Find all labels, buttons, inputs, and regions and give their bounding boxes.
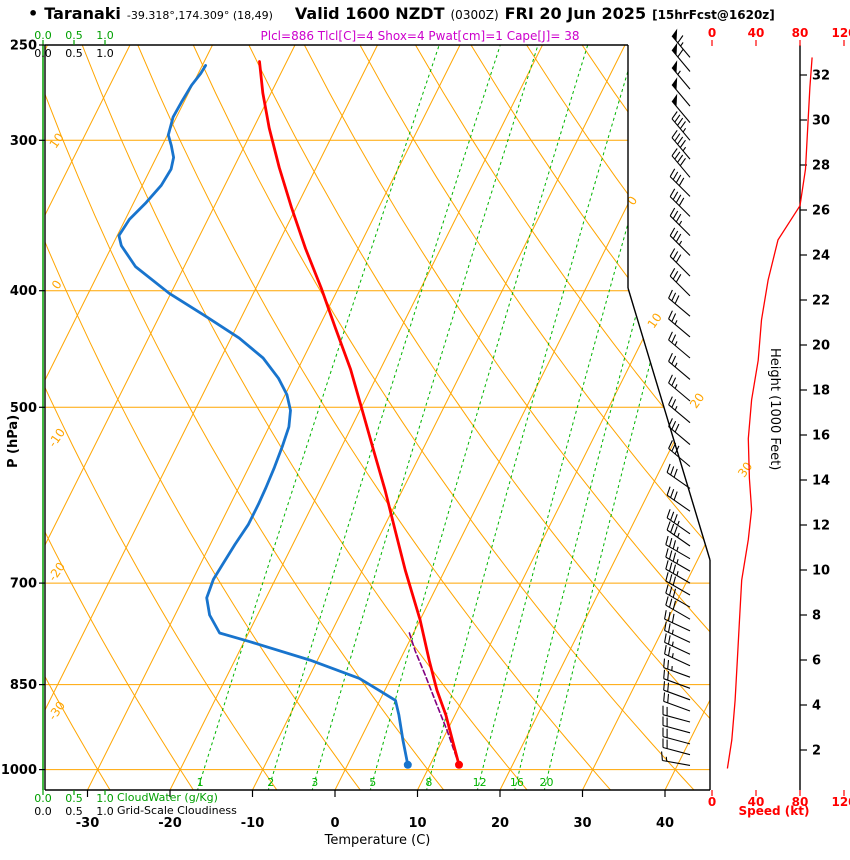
svg-text:12: 12 bbox=[812, 519, 830, 534]
svg-text:1000: 1000 bbox=[1, 763, 37, 778]
svg-text:120: 120 bbox=[831, 795, 850, 809]
svg-text:-10: -10 bbox=[241, 816, 265, 831]
svg-text:0.5: 0.5 bbox=[65, 805, 83, 818]
svg-text:10: 10 bbox=[812, 564, 830, 579]
svg-text:6: 6 bbox=[812, 654, 821, 669]
speed-axis-label: Speed (kt) bbox=[738, 804, 810, 818]
sounding-parameters: Plcl=886 Tlcl[C]=4 Shox=4 Pwat[cm]=1 Cap… bbox=[260, 29, 580, 43]
forecast-tag: [15hrFcst@1620z] bbox=[652, 8, 775, 22]
svg-text:1.0: 1.0 bbox=[96, 47, 114, 60]
temperature-axis: -30 -20 -10 0 10 20 30 40 bbox=[76, 790, 674, 831]
svg-text:2: 2 bbox=[267, 776, 274, 789]
svg-text:0: 0 bbox=[708, 795, 716, 809]
svg-text:-20: -20 bbox=[45, 560, 68, 584]
svg-text:2: 2 bbox=[812, 744, 821, 759]
svg-text:8: 8 bbox=[812, 609, 821, 624]
svg-text:1.0: 1.0 bbox=[96, 792, 114, 805]
svg-text:120: 120 bbox=[831, 26, 850, 40]
svg-text:16: 16 bbox=[812, 429, 830, 444]
dewpoint-curve bbox=[117, 64, 410, 767]
valid-utc: (0300Z) bbox=[450, 8, 499, 22]
cloudwater-axis: 0.00.00.50.51.01.00.00.00.50.51.01.0 bbox=[34, 29, 114, 818]
svg-text:0.0: 0.0 bbox=[34, 805, 52, 818]
svg-text:-20: -20 bbox=[158, 816, 182, 831]
svg-text:14: 14 bbox=[812, 474, 830, 489]
cloudwater-axis-label: CloudWater (g/Kg) bbox=[117, 791, 218, 804]
svg-text:1.0: 1.0 bbox=[96, 29, 114, 42]
wind-barbs bbox=[661, 28, 691, 766]
svg-text:0: 0 bbox=[708, 26, 716, 40]
svg-text:40: 40 bbox=[656, 816, 674, 831]
svg-text:30: 30 bbox=[573, 816, 591, 831]
svg-text:1: 1 bbox=[197, 776, 204, 789]
station-bullet-icon: • bbox=[28, 4, 39, 23]
svg-text:40: 40 bbox=[748, 26, 765, 40]
svg-text:32: 32 bbox=[812, 69, 830, 84]
station-coords: -39.318°,174.309° (18,49) bbox=[126, 9, 273, 22]
svg-text:16: 16 bbox=[510, 776, 524, 789]
cloudiness-axis-label: Grid-Scale Cloudiness bbox=[117, 804, 237, 817]
temperature-curve bbox=[258, 60, 461, 767]
dry-adiabat-labels: 100-10-20-30 bbox=[45, 130, 68, 722]
svg-text:80: 80 bbox=[792, 26, 809, 40]
svg-text:500: 500 bbox=[10, 401, 37, 416]
chart-title: • Taranaki -39.318°,174.309° (18,49) Val… bbox=[0, 4, 850, 23]
valid-time: Valid 1600 NZDT bbox=[294, 4, 445, 23]
svg-text:26: 26 bbox=[812, 204, 830, 219]
plot-border bbox=[44, 44, 711, 791]
svg-text:850: 850 bbox=[10, 678, 37, 693]
svg-text:30: 30 bbox=[735, 459, 755, 480]
skewt-grid bbox=[45, 45, 710, 790]
svg-text:18: 18 bbox=[812, 384, 830, 399]
height-axis-label: Height (1000 Feet) bbox=[767, 348, 782, 471]
svg-text:10: 10 bbox=[47, 130, 67, 151]
svg-text:400: 400 bbox=[10, 284, 37, 299]
surface-dots bbox=[403, 760, 463, 769]
svg-text:20: 20 bbox=[491, 816, 509, 831]
svg-text:3: 3 bbox=[311, 776, 318, 789]
svg-text:0.0: 0.0 bbox=[34, 47, 52, 60]
svg-text:10: 10 bbox=[408, 816, 426, 831]
svg-text:80: 80 bbox=[792, 795, 809, 809]
mixing-ratio-labels: 1 2 3 5 8 12 16 20 bbox=[197, 776, 554, 789]
svg-text:8: 8 bbox=[425, 776, 432, 789]
svg-text:28: 28 bbox=[812, 159, 830, 174]
parcel-path-curve bbox=[408, 632, 460, 766]
svg-text:0.0: 0.0 bbox=[34, 792, 52, 805]
svg-text:0: 0 bbox=[330, 816, 339, 831]
svg-text:250: 250 bbox=[10, 39, 37, 54]
svg-text:5: 5 bbox=[369, 776, 376, 789]
svg-text:0.0: 0.0 bbox=[34, 29, 52, 42]
svg-text:700: 700 bbox=[10, 577, 37, 592]
svg-text:-30: -30 bbox=[76, 816, 100, 831]
valid-date: FRI 20 Jun 2025 bbox=[504, 4, 647, 23]
svg-text:30: 30 bbox=[812, 114, 830, 129]
svg-text:40: 40 bbox=[748, 795, 765, 809]
svg-text:24: 24 bbox=[812, 249, 830, 264]
svg-text:0.5: 0.5 bbox=[65, 47, 83, 60]
svg-text:1.0: 1.0 bbox=[96, 805, 114, 818]
svg-text:0.5: 0.5 bbox=[65, 29, 83, 42]
temperature-axis-label: Temperature (C) bbox=[324, 833, 431, 848]
svg-text:300: 300 bbox=[10, 134, 37, 149]
svg-text:20: 20 bbox=[812, 339, 830, 354]
svg-text:4: 4 bbox=[812, 699, 821, 714]
station-name: Taranaki bbox=[44, 4, 121, 23]
wind-speed-curve bbox=[726, 57, 813, 769]
pressure-axis: 250 300 400 500 700 850 1000 bbox=[1, 39, 45, 778]
svg-text:22: 22 bbox=[812, 294, 830, 309]
svg-text:0: 0 bbox=[49, 278, 65, 292]
svg-text:10: 10 bbox=[645, 310, 665, 331]
svg-text:0.5: 0.5 bbox=[65, 792, 83, 805]
speed-axis: 0 0 40 40 80 80 120 120 bbox=[708, 26, 850, 809]
svg-text:20: 20 bbox=[540, 776, 554, 789]
pressure-axis-label: P (hPa) bbox=[6, 414, 21, 468]
svg-text:12: 12 bbox=[473, 776, 487, 789]
